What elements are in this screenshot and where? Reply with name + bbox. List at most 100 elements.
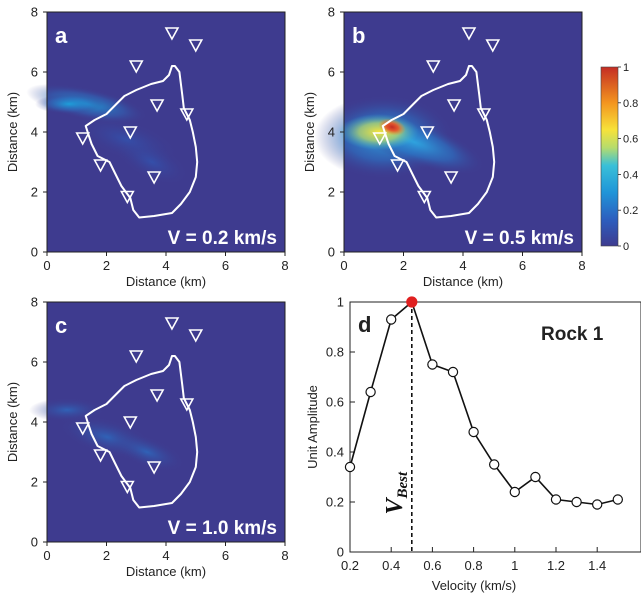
x-tick-label: 8 <box>281 548 288 563</box>
velocity-label-b: V = 0.5 km/s <box>465 228 574 249</box>
station-triangle-icon <box>485 39 501 53</box>
y-tick-label: 0 <box>337 545 344 560</box>
colorbar-tick-label: 0 <box>623 241 629 253</box>
station-triangle-icon <box>179 108 195 122</box>
y-axis-title: Distance (km) <box>302 92 317 172</box>
amplitude-point <box>427 359 438 370</box>
station-triangle-icon <box>149 99 165 113</box>
station-triangle-icon <box>425 60 441 74</box>
station-triangle-icon <box>188 329 204 343</box>
plot-area <box>349 301 641 553</box>
map-panel-a: a V = 0.2 km/s 00 2 2 4 4 6 6 8 8 Distance (km) Di… <box>5 5 289 290</box>
y-tick-label: 8 <box>328 5 335 20</box>
amplitude-point <box>468 426 479 438</box>
map-panel-c: c V = 1.0 km/s 00 2 2 4 4 6 6 8 8 Distance (km) Di… <box>5 295 289 580</box>
station-triangle-icon <box>128 350 144 364</box>
panel-label-d: d <box>358 312 371 337</box>
x-tick-label: 0.4 <box>382 558 400 573</box>
colorbar-tick-label: 0.8 <box>623 98 638 110</box>
x-tick-label: 2 <box>103 258 110 273</box>
station-triangle-icon <box>188 39 204 53</box>
x-tick-label: 4 <box>162 548 169 563</box>
amplitude-point <box>344 461 356 473</box>
station-triangle-icon <box>119 190 135 205</box>
amplitude-point <box>612 494 623 505</box>
station-triangle-icon <box>122 126 138 140</box>
velocity-label-a: V = 0.2 km/s <box>168 228 277 249</box>
station-triangle-icon <box>75 132 91 146</box>
x-tick-label: 0 <box>340 258 347 273</box>
station-triangle-icon <box>179 398 195 412</box>
station-triangle-icon <box>93 449 108 463</box>
x-tick-label: 0 <box>43 548 50 563</box>
x-tick-label: 0 <box>43 258 50 273</box>
amplitude-point <box>550 494 562 505</box>
x-tick-label: 1 <box>511 558 518 573</box>
y-tick-label: 0.8 <box>326 345 344 360</box>
y-axis-title: Distance (km) <box>5 382 20 462</box>
colorbar-tick-label: 0.2 <box>623 205 638 217</box>
y-tick-label: 4 <box>31 415 38 430</box>
station-triangle-icon <box>164 27 180 41</box>
panel-label-a: a <box>55 23 68 48</box>
colorbar-tick-label: 0.4 <box>623 169 638 181</box>
colorbar: 0 0.2 0.4 0.6 0.8 1 <box>600 62 638 253</box>
amplitude-point <box>447 366 459 378</box>
y-tick-label: 6 <box>328 65 335 80</box>
y-axis-title-d: Unit Amplitude <box>305 385 320 469</box>
y-tick-label: 8 <box>31 295 38 310</box>
colorbar-tick-label: 1 <box>623 62 629 74</box>
y-tick-label: 0.6 <box>326 395 344 410</box>
x-tick-label: 6 <box>222 548 229 563</box>
y-tick-label: 6 <box>31 65 38 80</box>
amplitude-point <box>386 314 397 325</box>
amplitude-point <box>488 459 500 470</box>
station-triangle-icon <box>119 480 135 495</box>
panel-label-c: c <box>55 313 67 338</box>
x-tick-label: 0.6 <box>423 558 441 573</box>
x-tick-label: 6 <box>222 258 229 273</box>
amplitude-point <box>509 486 520 498</box>
velocity-label-c: V = 1.0 km/s <box>168 518 277 539</box>
x-tick-label: 1.4 <box>588 558 606 573</box>
y-tick-label: 0 <box>328 245 335 260</box>
station-triangle-icon <box>476 108 492 122</box>
y-tick-label: 0.4 <box>326 445 344 460</box>
amplitude-point <box>591 499 603 510</box>
station-triangle-icon <box>461 27 477 41</box>
y-tick-label: 4 <box>328 125 335 140</box>
station-triangle-icon <box>443 171 459 185</box>
station-triangle-icon <box>146 461 162 475</box>
energy-field <box>26 83 190 186</box>
x-tick-label: 2 <box>103 548 110 563</box>
y-tick-label: 0 <box>31 245 38 260</box>
y-tick-label: 4 <box>31 125 38 140</box>
best-amplitude-point <box>406 296 418 308</box>
x-axis-title-d: Velocity (km/s) <box>432 578 517 593</box>
station-triangle-icon <box>416 190 432 205</box>
amplitude-point <box>571 496 582 508</box>
station-triangle-icon <box>446 99 462 113</box>
y-tick-label: 2 <box>31 475 38 490</box>
x-tick-label: 6 <box>519 258 526 273</box>
x-tick-label: 8 <box>281 258 288 273</box>
y-tick-label: 0.2 <box>326 495 344 510</box>
station-triangle-icon <box>75 422 91 436</box>
station-triangle-icon <box>146 171 162 185</box>
x-tick-label: 0.2 <box>341 558 359 573</box>
chart-panel-d: d Rock 1 0.2 0.4 0.6 0.8 1 1.2 1.400.20.40.60.… <box>326 295 641 573</box>
station-triangle-icon <box>372 132 388 146</box>
y-tick-label: 2 <box>31 185 38 200</box>
station-triangle-icon <box>164 317 180 331</box>
x-tick-label: 8 <box>578 258 585 273</box>
y-tick-label: 8 <box>31 5 38 20</box>
station-triangle-icon <box>93 159 108 173</box>
amplitude-point <box>530 471 541 483</box>
colorbar-tick-label: 0.6 <box>623 134 638 146</box>
x-tick-label: 0.8 <box>465 558 483 573</box>
y-tick-label: 1 <box>337 295 344 310</box>
station-triangle-icon <box>128 60 144 74</box>
x-axis-title: Distance (km) <box>126 564 206 579</box>
x-tick-label: 1.2 <box>547 558 565 573</box>
